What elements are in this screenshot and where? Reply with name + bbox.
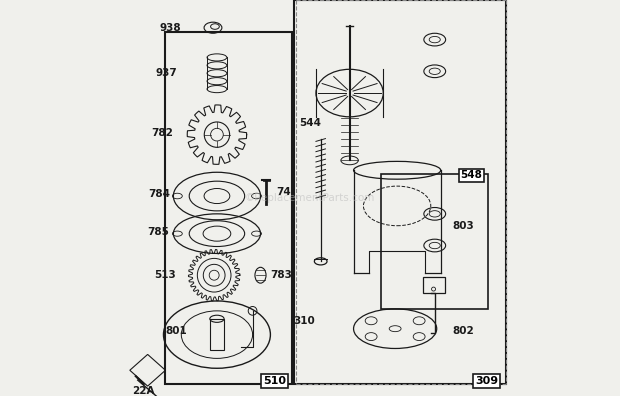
Text: 937: 937 [156,68,177,78]
Text: 74: 74 [277,187,291,197]
Text: 938: 938 [160,23,181,33]
Text: 544: 544 [299,118,321,128]
Bar [210,319,224,350]
Bar [294,0,506,384]
Text: 513: 513 [154,270,176,280]
Text: 548: 548 [461,170,482,180]
Text: 803: 803 [453,221,474,231]
Bar [166,32,292,384]
Text: 802: 802 [453,326,474,336]
Text: 782: 782 [151,128,174,138]
Text: 510: 510 [264,376,286,386]
Text: 22A: 22A [132,386,154,396]
Text: 309: 309 [475,376,498,386]
Text: 801: 801 [166,326,187,336]
Text: 785: 785 [148,227,169,237]
Text: 784: 784 [149,189,170,199]
Text: 310: 310 [293,316,315,326]
Bar [423,277,445,293]
Text: 783: 783 [270,270,292,280]
Bar [381,174,488,309]
Text: ©ReplacementParts.com: ©ReplacementParts.com [245,193,375,203]
